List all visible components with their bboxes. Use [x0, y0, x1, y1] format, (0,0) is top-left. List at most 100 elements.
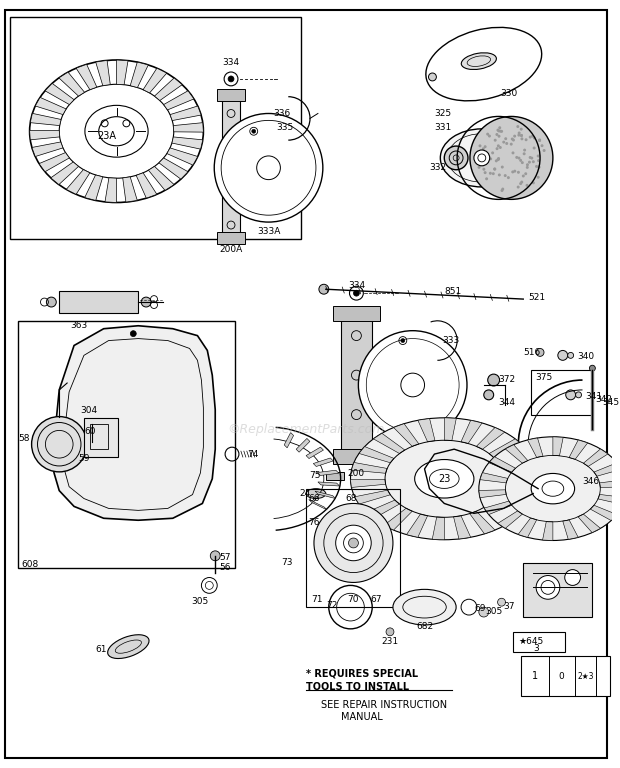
Polygon shape: [394, 424, 419, 446]
Text: 70: 70: [348, 595, 359, 604]
Circle shape: [538, 138, 541, 141]
Circle shape: [479, 607, 489, 617]
Polygon shape: [359, 446, 394, 463]
Circle shape: [520, 137, 523, 141]
Bar: [84, 418, 118, 457]
Text: 340: 340: [578, 353, 595, 362]
Circle shape: [497, 157, 500, 161]
Ellipse shape: [108, 634, 149, 658]
Text: SEE REPAIR INSTRUCTION: SEE REPAIR INSTRUCTION: [321, 700, 447, 710]
Circle shape: [512, 151, 515, 154]
Circle shape: [568, 353, 574, 359]
Polygon shape: [136, 173, 157, 198]
Text: 56: 56: [219, 563, 231, 571]
Circle shape: [520, 180, 523, 184]
Text: 58: 58: [18, 435, 30, 443]
Bar: [222, 94, 240, 240]
Bar: [18, 321, 235, 568]
Polygon shape: [32, 142, 63, 157]
Circle shape: [526, 164, 529, 166]
Circle shape: [505, 142, 508, 145]
Circle shape: [538, 166, 541, 169]
Polygon shape: [352, 462, 388, 473]
Circle shape: [477, 166, 481, 169]
Polygon shape: [454, 516, 471, 539]
Polygon shape: [59, 72, 84, 96]
Circle shape: [565, 570, 580, 585]
Circle shape: [498, 126, 501, 129]
Polygon shape: [528, 438, 543, 458]
Text: 363: 363: [70, 321, 87, 329]
Circle shape: [523, 152, 526, 155]
Circle shape: [488, 134, 491, 137]
Bar: [10, 17, 301, 239]
Polygon shape: [309, 499, 327, 510]
Polygon shape: [172, 137, 203, 149]
Polygon shape: [117, 60, 128, 84]
Polygon shape: [432, 517, 445, 540]
Polygon shape: [384, 508, 412, 530]
Polygon shape: [154, 78, 182, 101]
Text: 3: 3: [533, 644, 539, 653]
Circle shape: [32, 416, 87, 472]
Polygon shape: [313, 458, 334, 466]
Polygon shape: [484, 501, 512, 515]
Circle shape: [348, 538, 358, 548]
Circle shape: [494, 167, 496, 170]
Circle shape: [130, 331, 136, 336]
Text: 1: 1: [532, 671, 538, 681]
Text: ©ReplacementParts.com: ©ReplacementParts.com: [228, 423, 385, 436]
Circle shape: [484, 156, 487, 159]
Text: 333A: 333A: [257, 227, 280, 236]
Bar: [333, 306, 380, 321]
Circle shape: [319, 284, 329, 294]
Circle shape: [511, 137, 514, 141]
Circle shape: [520, 127, 523, 131]
Text: 332: 332: [430, 163, 446, 172]
Polygon shape: [461, 420, 482, 444]
Text: 346: 346: [583, 477, 600, 486]
Text: 23A: 23A: [97, 131, 116, 141]
Polygon shape: [553, 437, 563, 455]
Polygon shape: [159, 158, 188, 179]
Polygon shape: [317, 470, 339, 475]
Circle shape: [532, 181, 535, 184]
Polygon shape: [569, 440, 588, 459]
Circle shape: [531, 134, 534, 137]
Polygon shape: [518, 518, 537, 538]
Circle shape: [495, 160, 498, 162]
Polygon shape: [76, 65, 97, 90]
Circle shape: [517, 170, 520, 174]
Text: 304: 304: [81, 406, 97, 415]
Circle shape: [504, 137, 507, 141]
Polygon shape: [315, 491, 335, 498]
Polygon shape: [583, 449, 608, 466]
Circle shape: [515, 156, 518, 159]
Polygon shape: [600, 480, 620, 488]
Text: MANUAL: MANUAL: [340, 712, 383, 722]
Circle shape: [485, 156, 489, 159]
Bar: [90, 425, 108, 449]
Polygon shape: [130, 62, 148, 88]
Text: 334: 334: [348, 281, 365, 290]
Circle shape: [523, 148, 526, 151]
Text: TOOLS TO INSTALL: TOOLS TO INSTALL: [306, 682, 409, 692]
Circle shape: [401, 339, 405, 343]
Text: 200: 200: [348, 469, 365, 478]
Ellipse shape: [531, 473, 575, 504]
Circle shape: [516, 186, 520, 189]
Circle shape: [525, 172, 527, 175]
Circle shape: [482, 147, 485, 151]
Polygon shape: [164, 91, 194, 110]
Text: 333: 333: [442, 336, 459, 345]
Text: * REQUIRES SPECIAL: * REQUIRES SPECIAL: [306, 668, 418, 678]
Circle shape: [46, 297, 56, 307]
Text: 305: 305: [485, 607, 503, 616]
Circle shape: [518, 131, 521, 134]
Circle shape: [486, 133, 489, 136]
Text: 69: 69: [474, 604, 485, 613]
Text: 516: 516: [523, 349, 541, 357]
Text: 73: 73: [281, 558, 293, 567]
Circle shape: [502, 141, 505, 144]
Polygon shape: [480, 472, 508, 483]
